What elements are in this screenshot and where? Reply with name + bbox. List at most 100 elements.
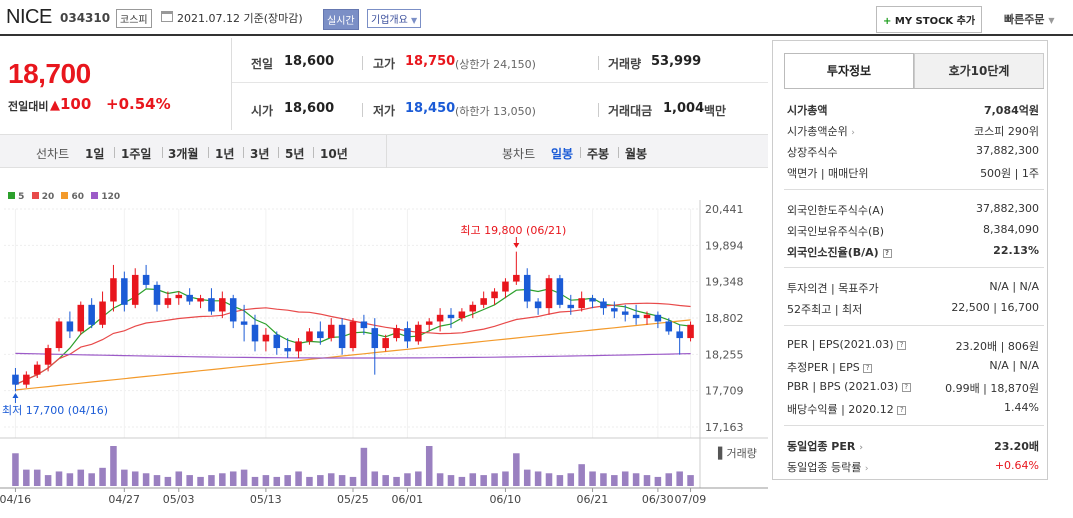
low-label: 저가: [373, 104, 396, 118]
period-5y[interactable]: 5년: [285, 147, 305, 161]
foreign-limit-row: 외국인한도주식수(A) 37,882,300: [787, 202, 1039, 218]
volume-bar: [44, 475, 52, 486]
volume-bar: [240, 469, 248, 486]
candle-body: [643, 314, 651, 319]
legend-swatch: [61, 192, 69, 199]
sector-change-value: +0.64%: [994, 459, 1039, 472]
realtime-button[interactable]: 실시간: [323, 9, 359, 30]
x-tick-label: 04/16: [0, 493, 31, 506]
add-mystock-button[interactable]: + MY STOCK 추가: [876, 6, 983, 33]
help-icon[interactable]: ?: [897, 340, 907, 350]
volume-bar: [142, 473, 150, 486]
period-1w[interactable]: 1주일: [121, 147, 152, 161]
par-value-row: 액면가 | 매매단위 500원 | 1주: [787, 165, 1039, 181]
help-icon[interactable]: ?: [901, 382, 911, 392]
candle-body: [556, 278, 564, 305]
candle-body: [349, 321, 357, 349]
volume-bar: [175, 471, 183, 486]
foreign-ratio-row: 외국인소진율(B/A) ? 22.13%: [787, 244, 1039, 260]
volume-bar: [262, 475, 270, 486]
price-change-pct: +0.54%: [106, 95, 171, 113]
volume-bar: [121, 469, 128, 486]
volume-bar: [66, 473, 74, 486]
sector-per-label: 동일업종 PER: [787, 440, 856, 453]
divider: [313, 147, 314, 158]
period-weekly[interactable]: 주봉: [587, 147, 610, 161]
volume-bar: [295, 471, 302, 486]
opinion-value: N/A | N/A: [989, 280, 1039, 293]
listed-shares-label: 상장주식수: [787, 146, 838, 159]
period-daily[interactable]: 일봉: [551, 147, 574, 161]
company-overview-dropdown[interactable]: 기업개요 ▼: [367, 9, 422, 28]
candle-body: [589, 298, 596, 302]
volume-bar: [600, 473, 607, 486]
period-1d[interactable]: 1일: [85, 147, 105, 161]
current-price: 18,700: [8, 58, 91, 89]
candle-body: [251, 324, 259, 342]
volume-bar: [458, 476, 466, 486]
x-tick-label: 06/01: [391, 493, 423, 506]
candle-body: [447, 314, 455, 319]
listed-shares-value: 37,882,300: [976, 144, 1039, 157]
market-cap-rank-row[interactable]: 시가총액순위 › 코스피 290위: [787, 123, 1039, 139]
candle-body: [665, 321, 673, 332]
market-cap-rank-value: 코스피 290위: [974, 125, 1039, 138]
foreign-holding-value: 8,384,090: [983, 223, 1039, 236]
stock-code: 034310: [60, 11, 111, 25]
volume-bar: [229, 471, 237, 486]
tab-investment-info[interactable]: 투자정보: [784, 53, 914, 89]
help-icon[interactable]: ?: [863, 363, 873, 373]
volume-bar: [415, 471, 422, 486]
candle-body: [404, 328, 411, 342]
volume-bar: [643, 475, 651, 486]
divider: [784, 425, 1044, 426]
period-1y[interactable]: 1년: [215, 147, 235, 161]
volume-bar: [545, 473, 553, 486]
period-3y[interactable]: 3년: [250, 147, 270, 161]
candle-body: [273, 334, 281, 349]
volume-bar: [436, 473, 444, 486]
stock-header: [0, 0, 1073, 36]
sector-per-row[interactable]: 동일업종 PER › 23.20배: [787, 438, 1039, 454]
price-change: ▲100: [50, 95, 91, 113]
sector-change-row[interactable]: 동일업종 등락률 › +0.64%: [787, 459, 1039, 475]
period-10y[interactable]: 10년: [320, 147, 348, 161]
volume-bar: [621, 471, 629, 486]
volume-bar: [632, 473, 640, 486]
amount-label: 거래대금: [608, 104, 653, 118]
candle-body: [110, 278, 117, 302]
candle-body: [208, 298, 215, 312]
divider: [162, 147, 163, 158]
period-3m[interactable]: 3개월: [168, 147, 199, 161]
divider: [784, 267, 1044, 268]
divider: [598, 56, 599, 70]
week52-row: 52주최고 | 최저 22,500 | 16,700: [787, 301, 1039, 317]
help-icon[interactable]: ?: [897, 405, 907, 415]
week52-value: 22,500 | 16,700: [951, 301, 1039, 314]
volume-bar: [12, 453, 19, 486]
market-badge: 코스피: [116, 9, 152, 28]
dividend-value: 1.44%: [1004, 401, 1039, 414]
volume-bar: [33, 469, 41, 486]
divider: [362, 103, 363, 117]
volume-bar: [153, 475, 161, 486]
candle-body: [142, 274, 150, 285]
amount-unit: 백만: [704, 104, 727, 118]
foreign-ratio-label: 외국인소진율(B/A): [787, 246, 879, 259]
volume-value: 53,999: [651, 54, 702, 69]
period-monthly[interactable]: 월봉: [625, 147, 648, 161]
volume-bar: [523, 469, 531, 486]
candle-body: [480, 298, 487, 305]
candle-body: [295, 341, 302, 352]
low-value: 18,450: [405, 101, 456, 116]
divider: [386, 135, 387, 168]
price-chart[interactable]: 20,441 19,894 19,348 18,802 18,255 17,709 17,1…: [0, 0, 768, 518]
candle-body: [284, 348, 291, 352]
foreign-ratio-value: 22.13%: [993, 244, 1039, 257]
quick-order-button[interactable]: 빠른주문 ▼: [1004, 11, 1054, 27]
pbr-bps-value: 0.99배 | 18,870원: [945, 382, 1039, 395]
divider: [278, 147, 279, 158]
tab-order-book-10[interactable]: 호가10단계: [914, 53, 1044, 89]
x-tick-label: 07/09: [675, 493, 707, 506]
help-icon[interactable]: ?: [882, 248, 892, 258]
